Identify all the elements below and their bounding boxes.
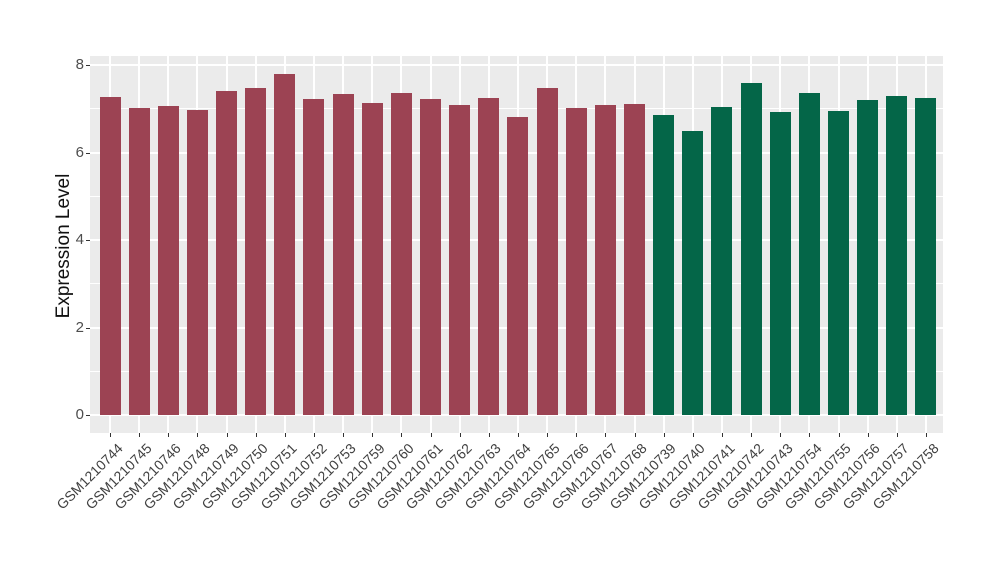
x-tick-mark xyxy=(721,433,723,437)
bar xyxy=(711,107,733,415)
gridline-major-horizontal xyxy=(90,414,943,416)
bar xyxy=(99,96,121,415)
bar xyxy=(798,93,820,415)
bar xyxy=(740,82,762,415)
x-tick-mark xyxy=(809,433,811,437)
y-tick-mark xyxy=(86,65,90,66)
bar xyxy=(624,103,646,415)
bar xyxy=(216,90,238,415)
x-tick-mark xyxy=(430,433,432,437)
y-tick-label: 0 xyxy=(75,406,84,423)
bar xyxy=(303,98,325,415)
x-tick-mark xyxy=(401,433,403,437)
x-tick-mark xyxy=(547,433,549,437)
x-tick-mark xyxy=(459,433,461,437)
bar xyxy=(915,97,937,415)
x-tick-mark xyxy=(576,433,578,437)
bar xyxy=(245,88,267,415)
bar xyxy=(274,74,296,415)
x-tick-mark xyxy=(197,433,199,437)
x-tick-mark xyxy=(634,433,636,437)
bar xyxy=(886,95,908,415)
x-tick-mark xyxy=(663,433,665,437)
x-tick-mark xyxy=(488,433,490,437)
bar xyxy=(653,114,675,415)
bar xyxy=(828,110,850,415)
x-tick-mark xyxy=(226,433,228,437)
x-tick-mark xyxy=(605,433,607,437)
x-tick-mark xyxy=(517,433,519,437)
bar xyxy=(857,99,879,415)
bar xyxy=(507,116,529,415)
bar xyxy=(128,108,150,415)
bar xyxy=(682,131,704,415)
y-tick-mark xyxy=(86,415,90,416)
x-tick-mark xyxy=(372,433,374,437)
y-tick-label: 8 xyxy=(75,56,84,73)
y-tick-label: 4 xyxy=(75,231,84,248)
x-tick-mark xyxy=(255,433,257,437)
y-tick-mark xyxy=(86,240,90,241)
x-tick-mark xyxy=(284,433,286,437)
y-tick-mark xyxy=(86,327,90,329)
bar xyxy=(186,109,208,415)
plot-panel xyxy=(90,56,943,433)
bar xyxy=(420,99,442,415)
bar xyxy=(332,94,354,415)
x-tick-mark xyxy=(925,433,927,437)
x-tick-mark xyxy=(168,433,170,437)
bar xyxy=(536,87,558,415)
x-tick-mark xyxy=(867,433,869,437)
gridline-minor-horizontal xyxy=(90,108,943,110)
x-tick-mark xyxy=(343,433,345,437)
bar xyxy=(361,102,383,415)
bar xyxy=(769,112,791,415)
y-tick-mark xyxy=(86,152,90,154)
gridline-major-horizontal xyxy=(90,64,943,66)
bar xyxy=(157,106,179,415)
x-tick-mark xyxy=(110,433,111,437)
x-tick-mark xyxy=(780,433,782,437)
x-tick-mark xyxy=(896,433,898,437)
x-tick-mark xyxy=(139,433,141,437)
x-tick-mark xyxy=(313,433,315,437)
bar xyxy=(565,107,587,415)
y-tick-label: 6 xyxy=(75,143,84,161)
x-tick-mark xyxy=(692,433,694,437)
bar xyxy=(478,97,500,415)
x-tick-mark xyxy=(751,433,753,437)
y-tick-label: 2 xyxy=(75,318,84,336)
bar xyxy=(594,104,616,415)
bar xyxy=(449,105,471,415)
x-tick-mark xyxy=(838,433,840,437)
bar xyxy=(390,93,412,415)
